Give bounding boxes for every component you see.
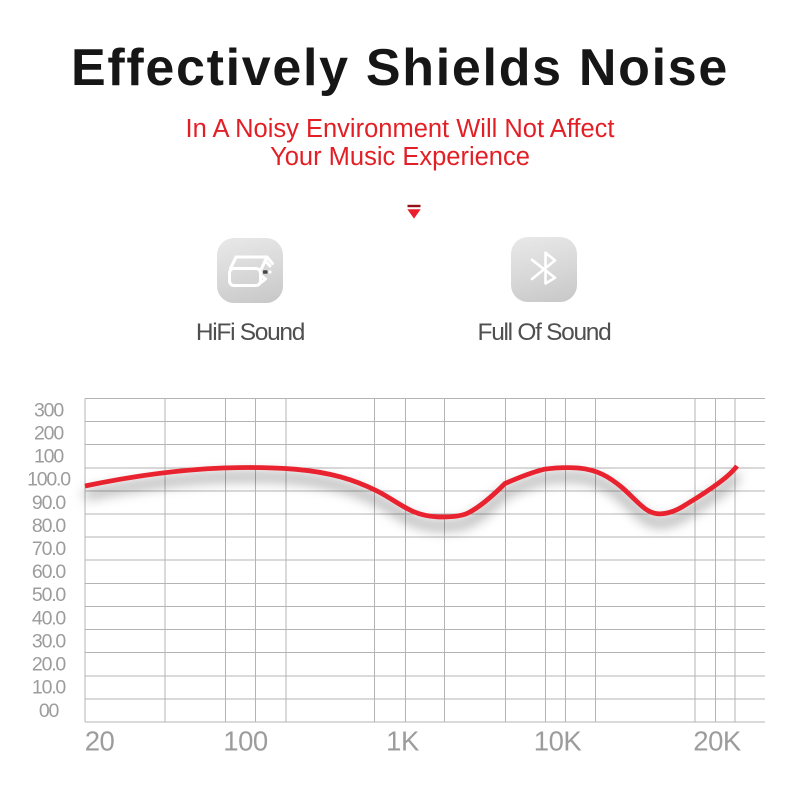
svg-text:300: 300 [34,399,64,421]
svg-text:90.0: 90.0 [32,492,67,514]
svg-text:80.0: 80.0 [32,515,67,537]
svg-text:100: 100 [34,446,64,468]
svg-text:10K: 10K [534,726,583,757]
svg-text:00: 00 [39,700,60,722]
svg-text:20.0: 20.0 [32,654,67,676]
svg-text:40.0: 40.0 [32,607,67,629]
svg-text:20K: 20K [693,726,742,757]
svg-text:1K: 1K [386,726,420,757]
svg-text:10.0: 10.0 [32,677,67,699]
svg-text:70.0: 70.0 [32,538,67,560]
svg-text:100.0: 100.0 [27,469,71,491]
svg-text:100: 100 [223,726,268,757]
svg-text:30.0: 30.0 [32,630,67,652]
svg-text:200: 200 [34,423,64,445]
svg-text:20: 20 [85,726,115,757]
svg-text:60.0: 60.0 [32,561,67,583]
svg-text:50.0: 50.0 [32,584,67,606]
